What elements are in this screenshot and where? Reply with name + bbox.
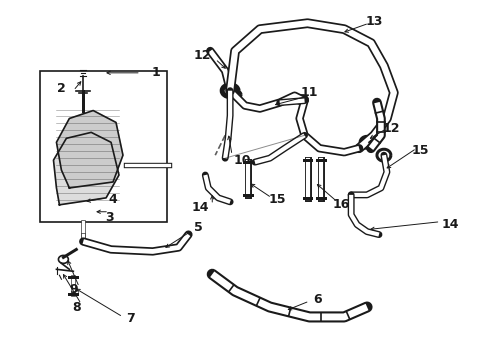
Text: 9: 9 [69, 283, 77, 296]
Text: 1: 1 [151, 66, 160, 79]
Text: 8: 8 [72, 301, 81, 314]
Bar [40, 71, 167, 222]
Text: 12: 12 [194, 49, 211, 63]
Text: 12: 12 [382, 122, 400, 135]
Text: 5: 5 [194, 221, 203, 234]
Text: 10: 10 [233, 154, 251, 167]
Text: 4: 4 [109, 193, 118, 206]
Text: 7: 7 [126, 312, 135, 325]
Text: 6: 6 [313, 293, 322, 306]
Text: 3: 3 [105, 211, 113, 224]
Text: 14: 14 [441, 218, 459, 231]
Polygon shape [56, 111, 123, 188]
Text: 13: 13 [366, 15, 383, 28]
Text: 11: 11 [301, 86, 318, 99]
Text: 16: 16 [333, 198, 350, 211]
Polygon shape [53, 132, 119, 205]
Text: 2: 2 [57, 82, 66, 95]
Text: 15: 15 [412, 144, 429, 157]
Text: 15: 15 [269, 193, 287, 206]
Text: 14: 14 [192, 201, 209, 214]
